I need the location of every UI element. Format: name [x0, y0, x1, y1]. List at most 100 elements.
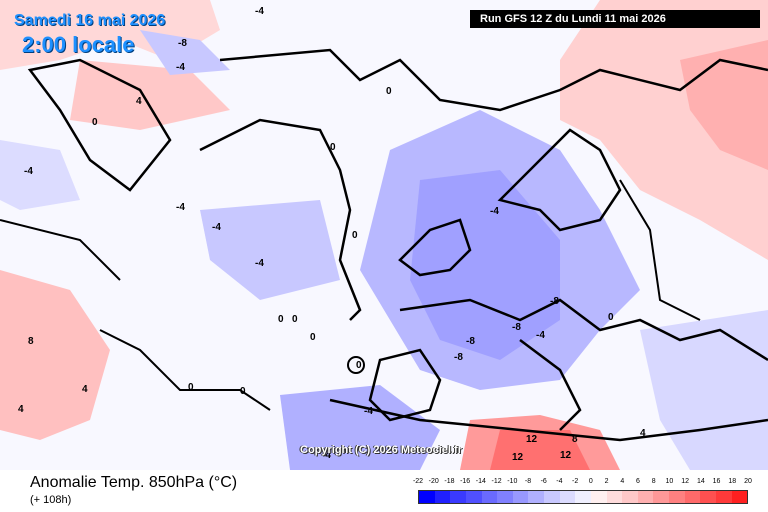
- contour-zero-southwest: [0, 219, 121, 281]
- contour-zero-west: [99, 329, 271, 411]
- contour-value-label: -4: [176, 62, 185, 73]
- contour-value-label: 0: [356, 360, 362, 371]
- cold-anomaly-atlantic: [200, 200, 340, 300]
- scale-label: -18: [444, 478, 455, 485]
- contour-value-label: 4: [18, 404, 24, 415]
- contour-value-label: 0: [188, 382, 194, 393]
- contour-value-label: 12: [512, 452, 524, 463]
- scale-label: 20: [744, 478, 752, 485]
- contour-value-label: 12: [560, 450, 572, 461]
- run-info: Run GFS 12 Z du Lundi 11 mai 2026: [470, 10, 760, 28]
- contour-value-label: 0: [292, 314, 298, 325]
- contour-value-label: 0: [92, 117, 98, 128]
- contour-value-label: 0: [608, 312, 614, 323]
- scale-cell: [606, 491, 623, 503]
- contour-value-label: 0: [330, 142, 336, 153]
- scale-label: 18: [728, 478, 737, 485]
- contour-value-label: 0: [386, 86, 392, 97]
- scale-cell: [450, 491, 466, 503]
- scale-label: 2: [604, 478, 609, 485]
- cold-anomaly-core-europe: [410, 170, 560, 360]
- scale-cell: [544, 491, 560, 503]
- scale-cell: [559, 491, 576, 503]
- scale-cell: [481, 491, 498, 503]
- lead-time: (+ 108h): [30, 494, 72, 506]
- scale-cell: [653, 491, 669, 503]
- coastline-scandinavia: [497, 128, 622, 232]
- color-scale: -22 -20 -18 -16 -14 -12 -10 -8 -6 -4 -2 0 2 4 6 8 10 12 14…: [413, 478, 752, 510]
- contour-value-label: -4: [255, 6, 264, 17]
- contour-value-label: -4: [176, 202, 185, 213]
- contour-value-label: 12: [526, 434, 538, 445]
- scale-cell: [669, 491, 685, 503]
- cold-anomaly-north: [140, 30, 230, 75]
- contour-value-label: -8: [512, 322, 521, 333]
- footer-bar: Anomalie Temp. 850hPa (°C) (+ 108h) -22-…: [0, 470, 768, 512]
- contour-value-label: 4: [82, 384, 88, 395]
- scale-label: 16: [712, 478, 721, 485]
- scale-cell: [637, 491, 654, 503]
- contour-value-label: -4: [364, 406, 373, 417]
- scale-cell: [684, 491, 701, 503]
- scale-cell: [622, 491, 638, 503]
- coastline-iberia: [368, 348, 442, 422]
- scale-cell: [512, 491, 529, 503]
- coastline-continental-europe: [399, 298, 768, 362]
- scale-cell: [419, 491, 435, 503]
- contour-island: [347, 356, 365, 374]
- scale-label: -8: [524, 478, 532, 485]
- copyright-notice: Copyright (C) 2026 Meteociel.fr: [300, 444, 462, 456]
- contour-value-label: -4: [322, 450, 331, 461]
- contour-value-label: 8: [572, 434, 578, 445]
- contour-value-label: -4: [536, 330, 545, 341]
- coastline-britain: [398, 218, 472, 277]
- contour-value-label: 0: [352, 230, 358, 241]
- coastline-arctic: [219, 48, 768, 112]
- contour-value-label: 8: [28, 336, 34, 347]
- scale-cell: [731, 491, 748, 503]
- scale-label: -22: [412, 478, 424, 485]
- scale-cell: [465, 491, 482, 503]
- warm-anomaly-greenland: [70, 60, 230, 130]
- scale-cell: [700, 491, 716, 503]
- scale-cell: [434, 491, 451, 503]
- scale-label: -16: [460, 478, 471, 485]
- scale-cell: [715, 491, 732, 503]
- scale-cell: [575, 491, 591, 503]
- valid-time: 2:00 locale: [22, 32, 135, 57]
- scale-cell: [497, 491, 513, 503]
- coastline-north-africa: [329, 398, 768, 442]
- scale-bar: [418, 490, 748, 504]
- contour-value-label: -8: [466, 336, 475, 347]
- contour-value-label: 0: [278, 314, 284, 325]
- valid-date: Samedi 16 mai 2026: [14, 12, 166, 29]
- warm-anomaly-azores: [0, 270, 110, 440]
- contour-value-label: -8: [550, 296, 559, 307]
- scale-label: -12: [491, 478, 502, 485]
- scale-label: -6: [540, 478, 547, 485]
- scale-label: 6: [636, 478, 640, 485]
- scale-label: 0: [588, 478, 593, 485]
- contour-value-label: 0: [310, 332, 316, 343]
- scale-label: 12: [681, 478, 690, 485]
- weather-map: -4 -8 -4 4 0 -4 -4 -4 -4 -4 0 0 0 0 8 4 0 0 0 -8 -8 -8 -8 -4 4 8 1…: [0, 0, 768, 470]
- cold-anomaly-east: [640, 310, 768, 470]
- contour-value-label: 0: [240, 386, 246, 397]
- cold-anomaly-west: [0, 140, 80, 210]
- scale-cell: [590, 491, 607, 503]
- scale-label: 14: [696, 478, 705, 485]
- scale-label: -4: [556, 478, 563, 485]
- scale-labels: -22 -20 -18 -16 -14 -12 -10 -8 -6 -4 -2 0 2 4 6 8 10 12 14…: [413, 478, 752, 488]
- contour-value-label: -4: [212, 222, 221, 233]
- scale-label: 8: [651, 478, 656, 485]
- product-title: Anomalie Temp. 850hPa (°C): [30, 474, 238, 491]
- scale-label: -20: [428, 478, 439, 485]
- contour-value-label: -8: [454, 352, 463, 363]
- scale-cell: [528, 491, 544, 503]
- scale-label: -14: [475, 478, 486, 485]
- contour-value-label: -4: [490, 206, 499, 217]
- coastline-italy: [519, 339, 582, 431]
- contour-value-label: -4: [255, 258, 264, 269]
- cold-anomaly-iberia: [280, 385, 440, 470]
